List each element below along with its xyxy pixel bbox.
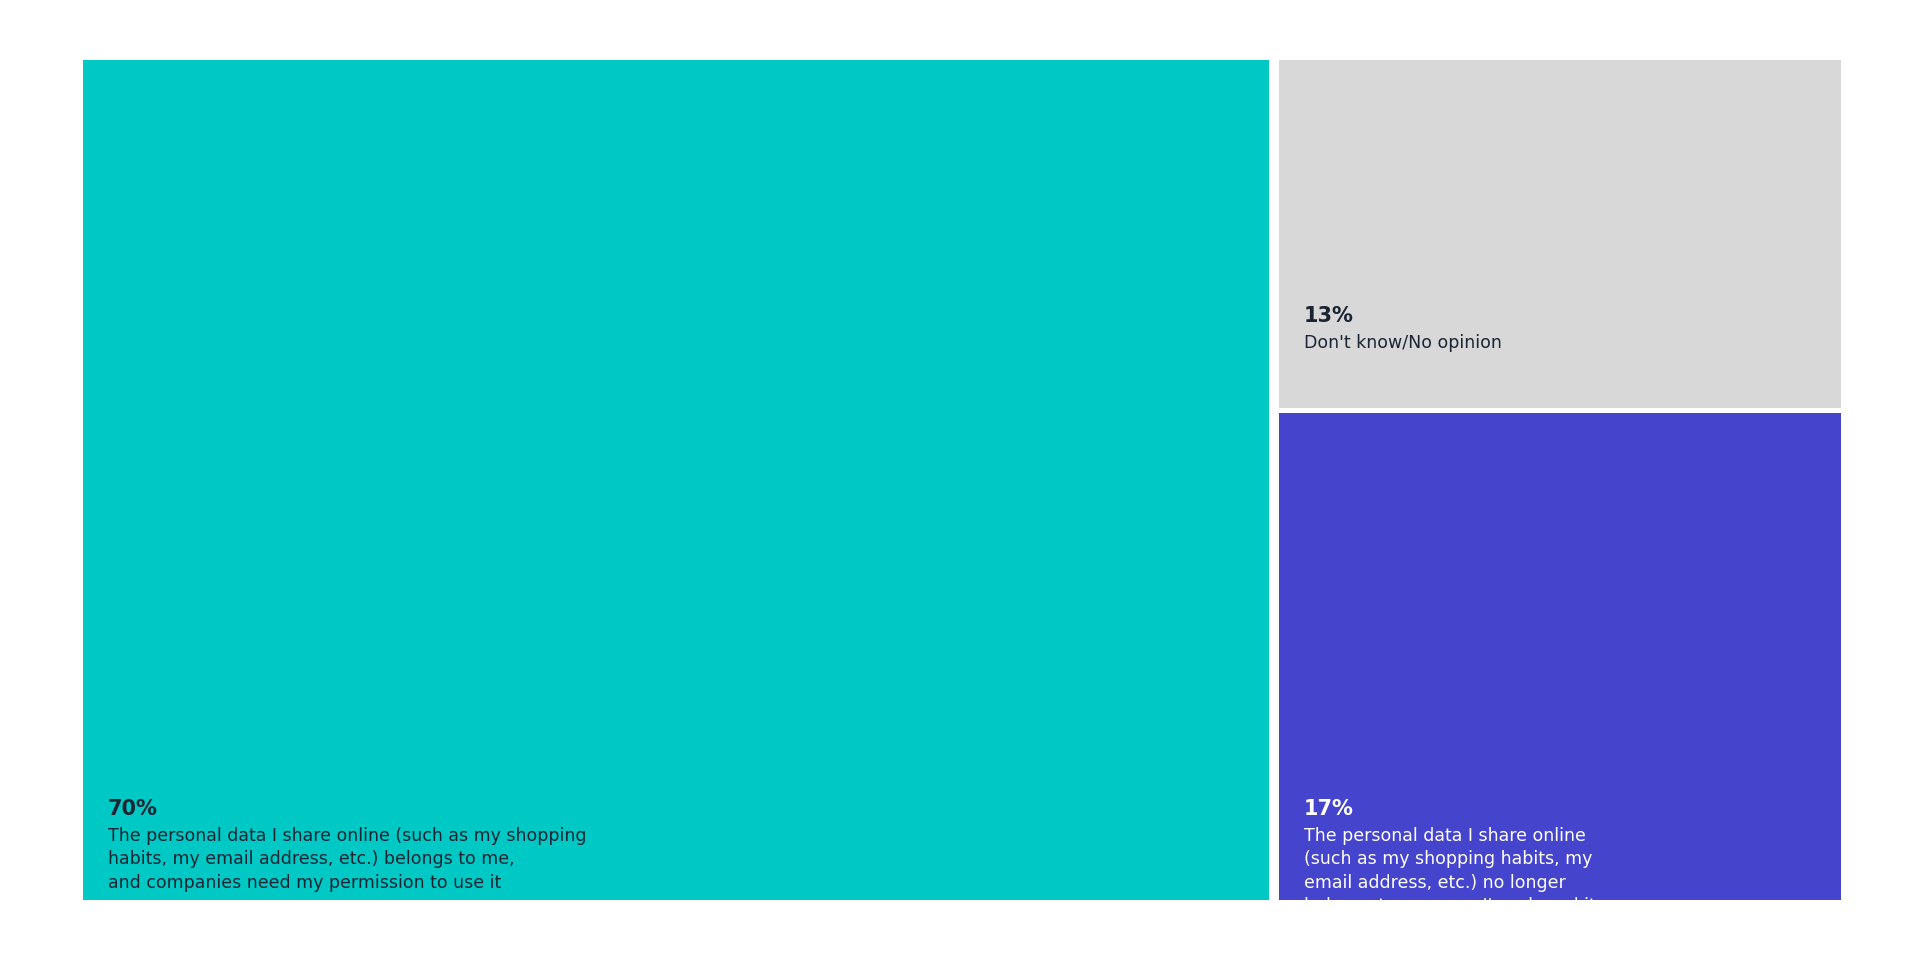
Text: The personal data I share online
(such as my shopping habits, my
email address, : The personal data I share online (such a… <box>1304 827 1601 960</box>
FancyBboxPatch shape <box>83 60 1269 900</box>
FancyBboxPatch shape <box>1279 413 1841 900</box>
Text: Don't know/No opinion: Don't know/No opinion <box>1304 334 1501 352</box>
Text: The personal data I share online (such as my shopping
habits, my email address, : The personal data I share online (such a… <box>108 827 586 892</box>
Text: 17%: 17% <box>1304 799 1354 819</box>
Text: 70%: 70% <box>108 799 157 819</box>
FancyBboxPatch shape <box>1279 60 1841 408</box>
Text: 13%: 13% <box>1304 306 1354 326</box>
